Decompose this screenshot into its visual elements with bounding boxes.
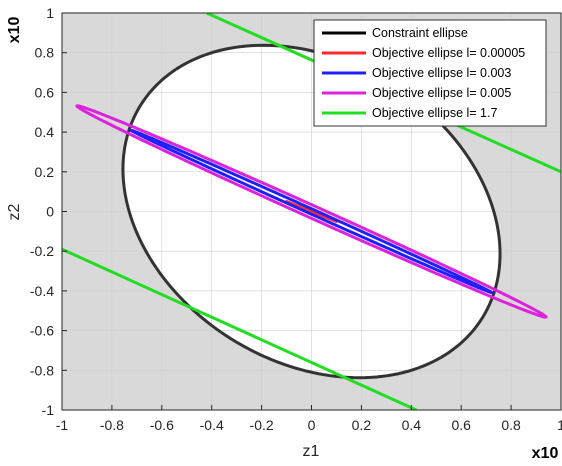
x-tick-label: 0.8 (501, 417, 521, 433)
y-tick-label: 0.6 (35, 84, 55, 100)
y-tick-label: -1 (42, 402, 55, 418)
x-tick-label: 1 (557, 417, 562, 433)
x-tick-label: 0.2 (352, 417, 372, 433)
series-objective-ellipse-l-0-005 (75, 104, 548, 319)
y-tick-label: -0.2 (30, 243, 54, 259)
y-tick-label: -0.6 (30, 323, 54, 339)
x-tick-label: -0.4 (200, 417, 224, 433)
y-tick-label: 0.8 (35, 45, 55, 61)
y-axis-label: z2 (6, 203, 23, 220)
x-axis-multiplier: x10 (532, 445, 559, 462)
series-objective-ellipse-l-1-7-2 (62, 247, 417, 410)
series-objective-ellipse-l-0-00005 (285, 200, 338, 223)
legend-label: Constraint ellipse (372, 26, 468, 40)
y-tick-label: 0.2 (35, 164, 55, 180)
x-tick-label: 0 (308, 417, 316, 433)
y-axis-multiplier: x10 (6, 17, 23, 44)
legend-label: Objective ellipse l= 0.005 (372, 86, 511, 100)
y-tick-label: -0.4 (30, 283, 54, 299)
x-axis: -1 -0.8 -0.6 -0.4 -0.2 0 0.2 0.4 0.6 0.8 1 (56, 405, 562, 433)
y-tick-label: 0 (46, 204, 54, 220)
x-tick-label: -1 (56, 417, 69, 433)
x-tick-label: 0.4 (402, 417, 422, 433)
series-objective-ellipse-l-0-003 (129, 128, 494, 295)
series-constraint-ellipse (121, 43, 502, 380)
y-tick-label: -0.8 (30, 362, 54, 378)
x-axis-label: z1 (303, 443, 320, 460)
y-tick-label: 1 (46, 5, 54, 21)
y-tick-label: 0.4 (35, 124, 55, 140)
y-axis: -1 -0.8 -0.6 -0.4 -0.2 0 0.2 0.4 0.6 0.8 1 (30, 5, 67, 418)
legend-label: Objective ellipse l= 0.003 (372, 66, 511, 80)
legend-label: Objective ellipse l= 1.7 (372, 106, 497, 120)
x-tick-label: -0.8 (100, 417, 124, 433)
x-tick-label: -0.6 (150, 417, 174, 433)
legend: Constraint ellipse Objective ellipse l= 0… (313, 19, 547, 127)
x-tick-label: 0.6 (451, 417, 471, 433)
legend-label: Objective ellipse l= 0.00005 (372, 46, 525, 60)
x-tick-label: -0.2 (250, 417, 274, 433)
